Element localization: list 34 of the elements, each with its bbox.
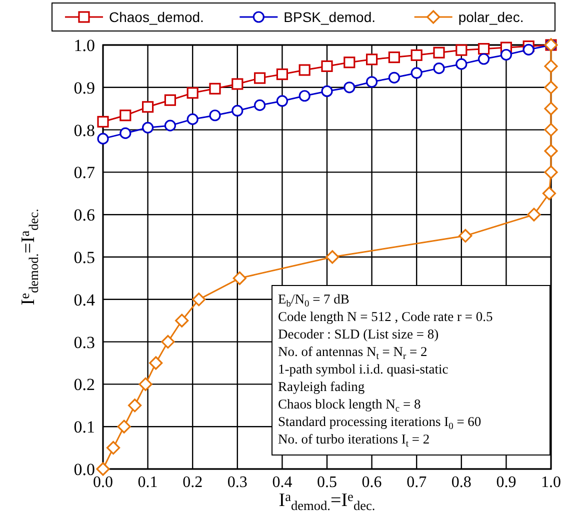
y-tick-label: 0.8	[74, 120, 95, 140]
x-tick-label: 0.6	[362, 474, 382, 491]
legend-label: BPSK_demod.	[284, 9, 376, 25]
x-tick-label: 0.0	[93, 474, 113, 491]
annotation: 1-path symbol i.i.d. quasi-static	[278, 362, 448, 376]
y-tick-label: 0.5	[74, 248, 95, 267]
annotation: No. of antennas N$_{t}$ = N$_{r}$ = 2	[278, 344, 428, 362]
x-tick-label: 0.2	[182, 474, 203, 491]
y-tick-label: 0.7	[74, 163, 96, 182]
y-tick-label: 0.2	[74, 375, 95, 394]
x-tick-label: 0.7	[406, 474, 427, 491]
annotation: Standard processing iterations I$_{0}$ = 60	[278, 414, 482, 432]
y-tick-label: 0.3	[74, 332, 95, 352]
x-tick-label: 0.9	[496, 474, 516, 491]
annotation: No. of turbo iterations I$_{t}$ = 2	[278, 432, 430, 450]
legend-label: Chaos_demod.	[109, 9, 204, 25]
annotation: Chaos block length N$_{c}$ = 8	[278, 396, 421, 414]
annotation: Rayleigh fading	[278, 379, 365, 394]
y-tick-label: 0.0	[74, 460, 95, 479]
annotation: E$_{b}$/N$_{0}$ = 7 dB	[278, 292, 350, 310]
y-tick-label: 1.0	[74, 36, 95, 55]
x-tick-label: 0.3	[227, 474, 248, 491]
y-tick-label: 0.6	[74, 206, 95, 225]
y-tick-label: 0.4	[74, 290, 96, 310]
annotation: Decoder : SLD (List size = 8)	[278, 326, 439, 342]
x-tick-label: 0.8	[451, 474, 472, 491]
x-tick-label: 0.5	[317, 474, 337, 491]
x-tick-label: 0.4	[272, 474, 292, 491]
x-tick-label: 0.1	[138, 474, 158, 491]
legend-label: polar_dec.	[458, 9, 524, 25]
x-tick-label: 1.0	[541, 474, 561, 491]
annotation: Code length N = 512 , Code rate r = 0.5	[278, 309, 493, 324]
y-tick-label: 0.1	[74, 418, 95, 437]
y-tick-label: 0.9	[74, 78, 95, 98]
